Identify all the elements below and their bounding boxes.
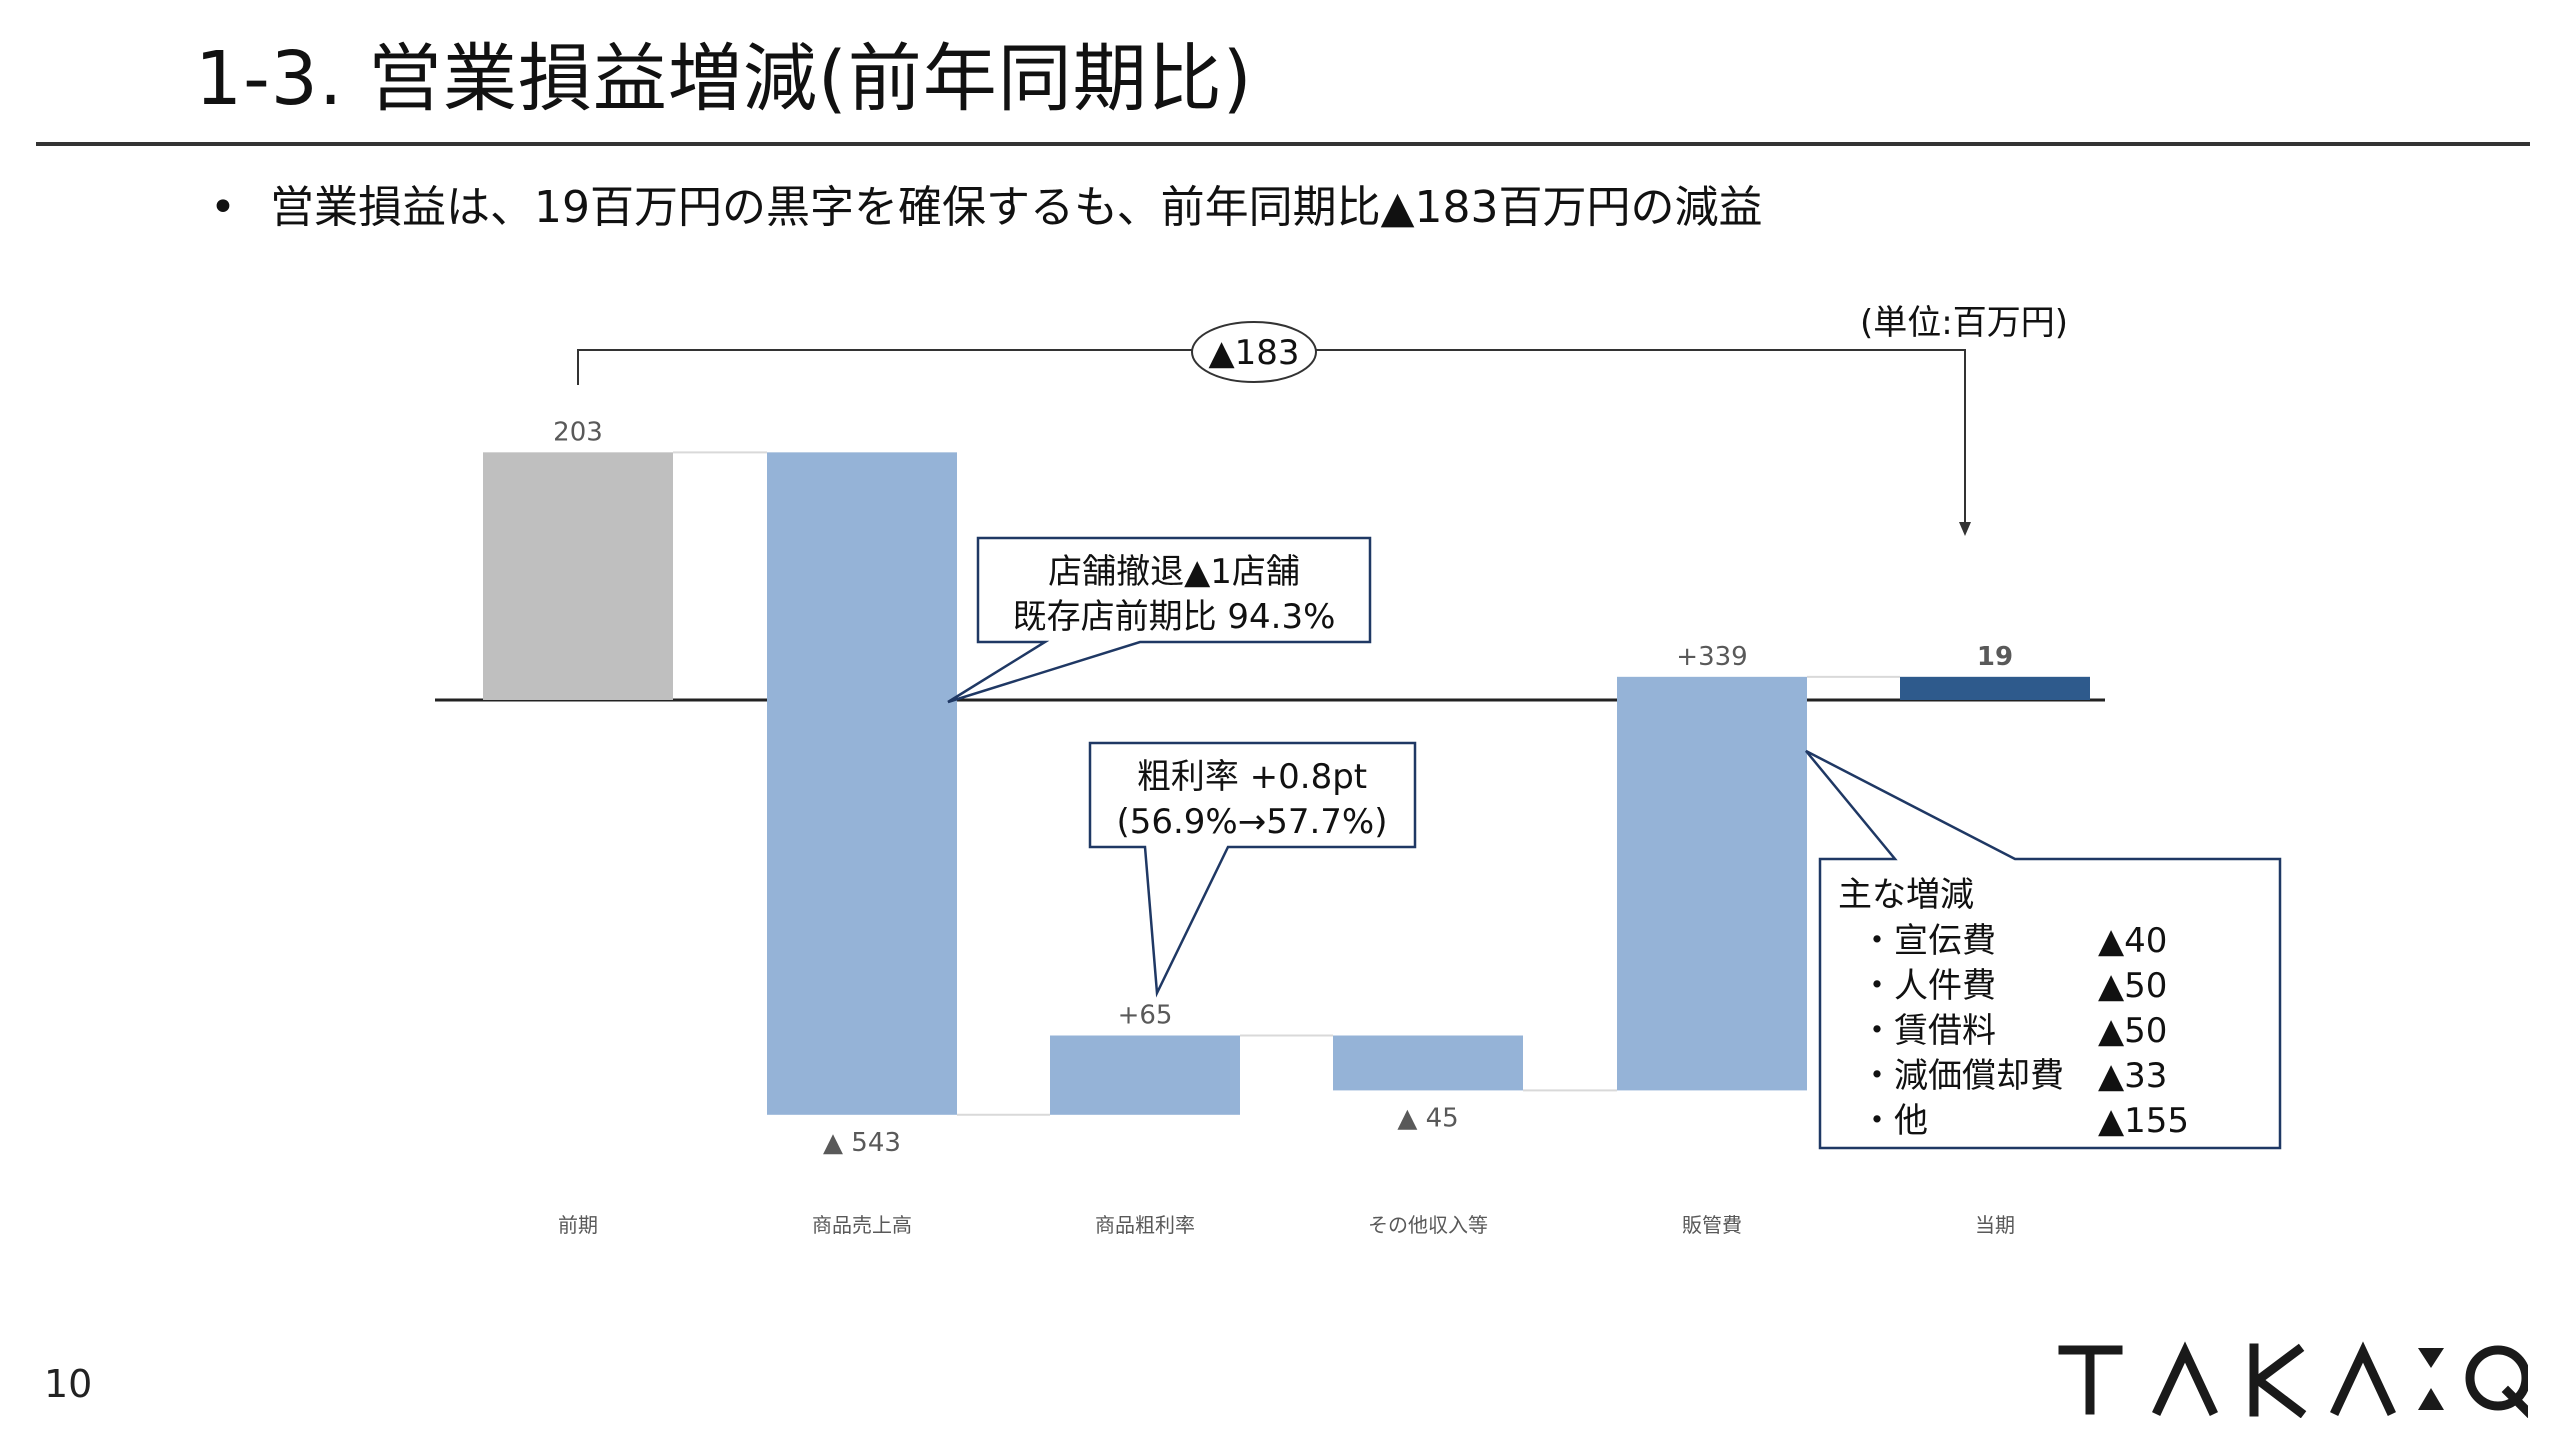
bars [483, 452, 2090, 1115]
sga-item-label-4: ・他 [1860, 1101, 1928, 1141]
bar-5 [1900, 676, 2090, 700]
data-label-2: +65 [1118, 1001, 1173, 1031]
sga-item-label-2: ・賃借料 [1860, 1011, 1996, 1051]
category-label-5: 当期 [1975, 1213, 2015, 1237]
data-label-4: +339 [1676, 642, 1747, 672]
bar-0 [483, 452, 673, 700]
category-label-3: その他収入等 [1368, 1213, 1488, 1237]
unit-label: (単位:百万円) [1860, 303, 2068, 343]
difference-label: ▲183 [1208, 333, 1299, 373]
difference-oval [1191, 321, 1317, 383]
connector-lines [673, 451, 1900, 1116]
sga-item-value-0: ▲40 [2098, 921, 2167, 961]
sga-item-value-1: ▲50 [2098, 966, 2167, 1006]
bar-4 [1617, 676, 1807, 1091]
category-label-0: 前期 [558, 1213, 598, 1237]
summary-text: 営業損益は、19百万円の黒字を確保するも、前年同期比▲183百万円の減益 [270, 182, 1763, 233]
callout-sga: 主な増減 ・宣伝費 ▲40 ・人件費 ▲50 ・賃借料 ▲50 ・減価償却費 ▲33 ・他 ▲15… [1805, 749, 2282, 1150]
company-logo [2058, 1341, 2528, 1418]
sga-item-label-3: ・減価償却費 [1860, 1056, 2064, 1096]
callout-margin: 粗利率 +0.8pt (56.9%→57.7%) [1088, 741, 1417, 998]
sga-item-label-0: ・宣伝費 [1860, 921, 1996, 961]
sga-item-value-3: ▲33 [2098, 1056, 2167, 1096]
data-label-0: 203 [553, 417, 603, 447]
bar-3 [1333, 1035, 1523, 1091]
category-labels: 前期 商品売上高 商品粗利率 その他収入等 販管費 当期 [558, 1213, 2015, 1237]
bar-1 [767, 452, 957, 1115]
arrow-down-icon [1959, 522, 1971, 536]
slide-title: 1-3. 営業損益増減(前年同期比) [195, 36, 1253, 122]
callout-margin-line-1: 粗利率 +0.8pt [1137, 757, 1367, 797]
data-label-5: 19 [1977, 642, 2013, 672]
category-label-1: 商品売上高 [812, 1213, 912, 1237]
title-divider [36, 142, 2530, 146]
data-labels: 203 ▲ 543 +65 ▲ 45 +339 19 [553, 417, 2013, 1157]
summary-bullet: • 営業損益は、19百万円の黒字を確保するも、前年同期比▲183百万円の減益 [210, 182, 1763, 235]
sga-item-label-1: ・人件費 [1860, 966, 1996, 1006]
bullet-dot-icon: • [210, 182, 236, 233]
sga-item-value-2: ▲50 [2098, 1011, 2167, 1051]
callout-sga-items: ・宣伝費 ▲40 ・人件費 ▲50 ・賃借料 ▲50 ・減価償却費 ▲33 ・他 ▲155 [1860, 921, 2189, 1141]
category-label-4: 販管費 [1682, 1213, 1742, 1237]
difference-bracket: ▲183 [577, 321, 1971, 536]
bar-2 [1050, 1035, 1240, 1115]
callout-store-line-1: 店舗撤退▲1店舗 [1048, 552, 1300, 592]
data-label-3: ▲ 45 [1397, 1103, 1458, 1133]
data-label-1: ▲ 543 [823, 1128, 901, 1158]
callout-margin-line-2: (56.9%→57.7%) [1116, 802, 1387, 842]
page-number: 10 [44, 1362, 93, 1406]
category-label-2: 商品粗利率 [1095, 1213, 1195, 1237]
callout-store: 店舗撤退▲1店舗 既存店前期比 94.3% [947, 536, 1372, 704]
callout-store-line-2: 既存店前期比 94.3% [1013, 597, 1336, 637]
callout-sga-title: 主な増減 [1838, 875, 1974, 915]
sga-item-value-4: ▲155 [2098, 1101, 2189, 1141]
